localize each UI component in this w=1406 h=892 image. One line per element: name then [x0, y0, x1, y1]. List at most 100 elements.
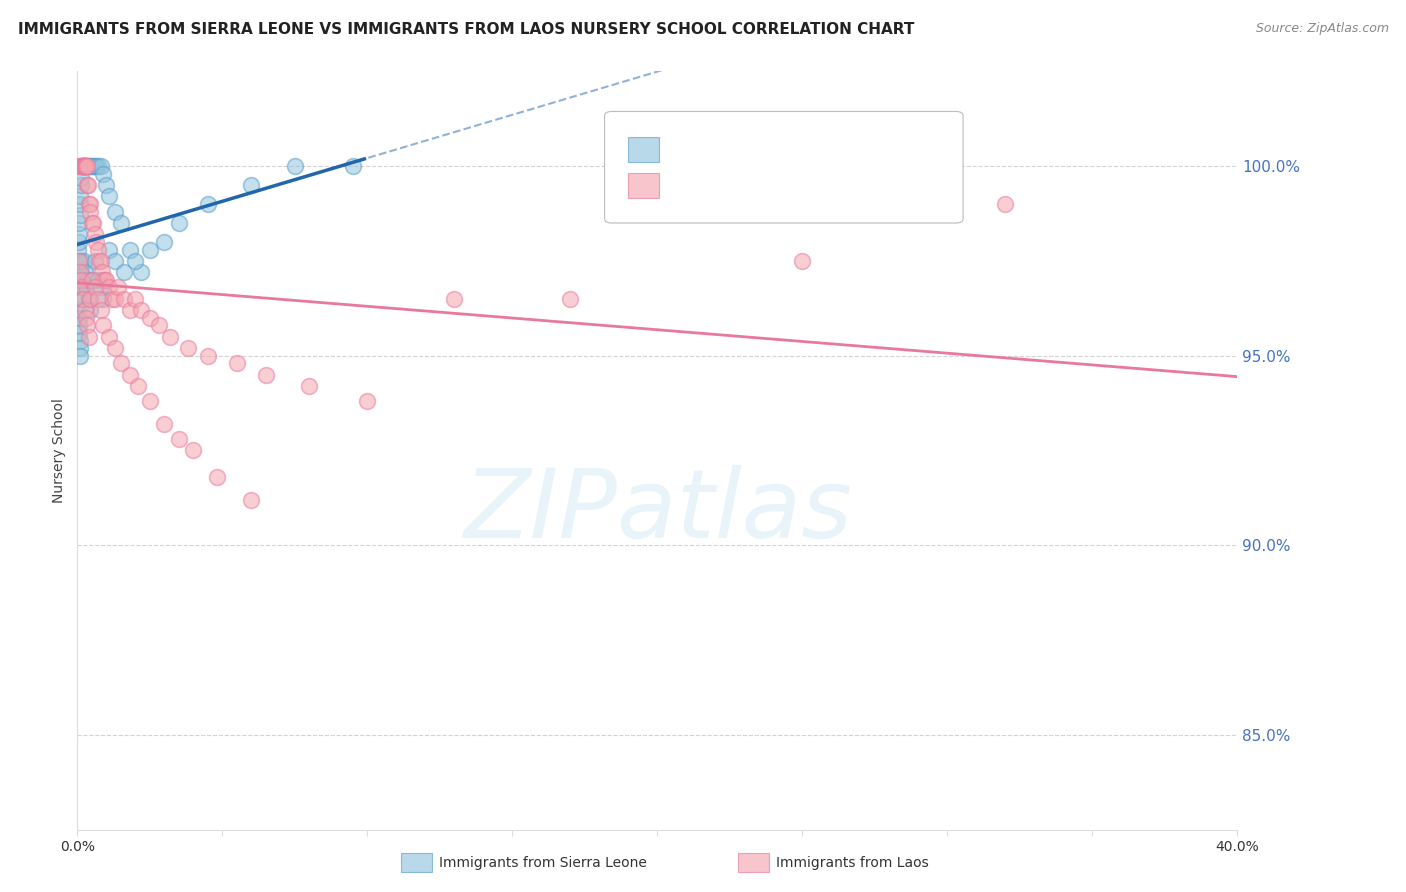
Text: ZIPatlas: ZIPatlas — [463, 465, 852, 558]
Text: Source: ZipAtlas.com: Source: ZipAtlas.com — [1256, 22, 1389, 36]
Point — [69, 178, 91, 192]
Point — [84, 235, 107, 249]
Point — [112, 265, 135, 279]
Point — [225, 356, 247, 370]
Point — [69, 273, 91, 287]
Point — [79, 204, 101, 219]
Point — [139, 243, 162, 257]
Point — [104, 253, 127, 268]
Point — [73, 159, 96, 173]
Point — [139, 310, 162, 325]
Point — [67, 216, 90, 230]
Point — [66, 265, 89, 279]
Point — [70, 159, 93, 173]
Point — [79, 197, 101, 211]
Point — [93, 167, 115, 181]
Point — [792, 253, 814, 268]
Point — [994, 197, 1017, 211]
Point — [118, 303, 141, 318]
Point — [70, 273, 93, 287]
Point — [93, 273, 115, 287]
Point — [73, 159, 96, 173]
Point — [124, 253, 146, 268]
Point — [86, 159, 108, 173]
Point — [90, 280, 111, 294]
Point — [107, 280, 129, 294]
Point — [77, 330, 100, 344]
Y-axis label: Nursery School: Nursery School — [52, 398, 66, 503]
Point — [298, 379, 321, 393]
Point — [72, 280, 94, 294]
Point — [77, 197, 100, 211]
Point — [124, 292, 146, 306]
Point — [67, 159, 90, 173]
Point — [110, 356, 132, 370]
Point — [76, 159, 98, 173]
Point — [79, 292, 101, 306]
Point — [80, 273, 103, 287]
Point — [90, 253, 111, 268]
Point — [69, 197, 91, 211]
Point — [76, 273, 98, 287]
Point — [118, 368, 141, 382]
Point — [153, 235, 176, 249]
Point — [72, 292, 94, 306]
Point — [86, 292, 108, 306]
Point — [75, 159, 97, 173]
Point — [67, 253, 90, 268]
Point — [112, 292, 135, 306]
Text: 0.025: 0.025 — [716, 177, 772, 194]
Point — [69, 341, 91, 355]
Point — [66, 280, 89, 294]
Point — [73, 265, 96, 279]
Point — [82, 216, 104, 230]
Point — [86, 243, 108, 257]
Point — [83, 280, 105, 294]
Text: Immigrants from Laos: Immigrants from Laos — [776, 855, 929, 870]
Point — [197, 197, 219, 211]
Point — [240, 492, 263, 507]
Text: R =: R = — [673, 177, 710, 194]
Point — [342, 159, 364, 173]
Point — [76, 159, 98, 173]
Point — [94, 273, 117, 287]
Point — [91, 265, 114, 279]
Point — [75, 280, 97, 294]
Point — [67, 235, 90, 249]
Text: R =: R = — [673, 141, 710, 159]
Point — [356, 394, 378, 409]
Point — [69, 159, 91, 173]
Point — [82, 159, 104, 173]
Point — [84, 159, 107, 173]
Point — [560, 292, 582, 306]
Point — [83, 253, 105, 268]
Point — [96, 178, 118, 192]
Point — [104, 341, 127, 355]
Point — [167, 216, 190, 230]
Text: N =: N = — [769, 177, 817, 194]
Point — [75, 159, 97, 173]
Point — [70, 265, 93, 279]
Point — [69, 265, 91, 279]
Text: Immigrants from Sierra Leone: Immigrants from Sierra Leone — [439, 855, 647, 870]
Point — [129, 303, 152, 318]
Point — [83, 159, 105, 173]
Point — [75, 310, 97, 325]
Point — [443, 292, 465, 306]
Point — [76, 318, 98, 333]
Point — [67, 227, 90, 242]
Point — [98, 280, 121, 294]
Point — [254, 368, 277, 382]
Point — [72, 159, 94, 173]
Point — [205, 470, 228, 484]
Point — [197, 349, 219, 363]
Point — [87, 253, 110, 268]
Point — [70, 159, 93, 173]
Point — [69, 189, 91, 203]
Point — [284, 159, 307, 173]
Point — [101, 292, 124, 306]
Text: 70: 70 — [811, 141, 837, 159]
Point — [96, 273, 118, 287]
Point — [98, 189, 121, 203]
Point — [73, 253, 96, 268]
